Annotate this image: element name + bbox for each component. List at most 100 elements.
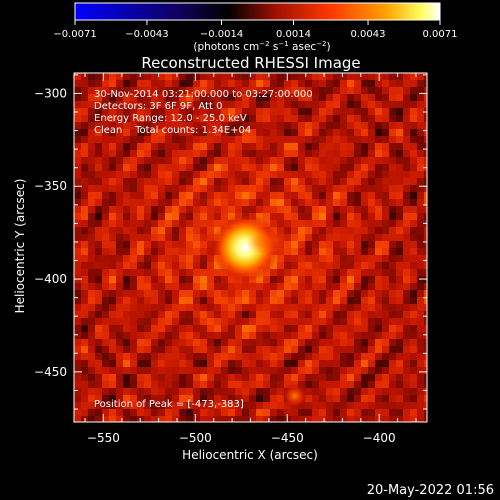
heatmap-cell <box>368 367 375 374</box>
heatmap-cell <box>389 199 396 206</box>
heatmap-cell <box>263 206 270 213</box>
heatmap-cell <box>109 332 116 339</box>
heatmap-cell <box>340 381 347 388</box>
heatmap-cell <box>340 416 347 422</box>
heatmap-cell <box>242 94 249 101</box>
heatmap-cell <box>109 171 116 178</box>
heatmap-cell <box>312 311 319 318</box>
heatmap-cell <box>389 171 396 178</box>
heatmap-cell <box>102 276 109 283</box>
heatmap-cell <box>382 122 389 129</box>
heatmap-cell <box>389 409 396 416</box>
heatmap-cell <box>123 122 130 129</box>
heatmap-cell <box>123 269 130 276</box>
heatmap-cell <box>354 150 361 157</box>
heatmap-cell <box>200 227 207 234</box>
heatmap-cell <box>291 115 298 122</box>
heatmap-cell <box>368 388 375 395</box>
heatmap-cell <box>361 108 368 115</box>
heatmap-cell <box>186 276 193 283</box>
heatmap-cell <box>151 73 158 80</box>
heatmap-cell <box>200 409 207 416</box>
heatmap-cell <box>396 346 403 353</box>
heatmap-cell <box>158 227 165 234</box>
heatmap-cell <box>172 374 179 381</box>
heatmap-cell <box>88 122 95 129</box>
heatmap-cell <box>361 339 368 346</box>
heatmap-cell <box>382 290 389 297</box>
chart-title: Reconstructed RHESSI Image <box>141 54 360 72</box>
heatmap-cell <box>130 248 137 255</box>
heatmap-cell <box>382 269 389 276</box>
heatmap-cell <box>88 388 95 395</box>
heatmap-cell <box>221 108 228 115</box>
heatmap-cell <box>389 388 396 395</box>
heatmap-cell <box>130 178 137 185</box>
heatmap-cell <box>305 332 312 339</box>
heatmap-cell <box>368 241 375 248</box>
heatmap-cell <box>326 311 333 318</box>
heatmap-cell <box>319 367 326 374</box>
heatmap-cell <box>256 108 263 115</box>
heatmap-cell <box>179 80 186 87</box>
heatmap-cell <box>389 150 396 157</box>
heatmap-cell <box>179 402 186 409</box>
heatmap-cell <box>228 311 235 318</box>
heatmap-cell <box>333 276 340 283</box>
heatmap-cell <box>249 339 256 346</box>
heatmap-cell <box>102 290 109 297</box>
heatmap-cell <box>284 409 291 416</box>
heatmap-cell <box>151 339 158 346</box>
heatmap-cell <box>123 164 130 171</box>
heatmap-cell <box>319 402 326 409</box>
heatmap-cell <box>130 157 137 164</box>
heatmap-cell <box>291 374 298 381</box>
heatmap-cell <box>354 171 361 178</box>
heatmap-cell <box>277 325 284 332</box>
heatmap-cell <box>284 129 291 136</box>
heatmap-cell <box>424 213 427 220</box>
heatmap-cell <box>214 290 221 297</box>
heatmap-cell <box>137 269 144 276</box>
heatmap-cell <box>270 129 277 136</box>
heatmap-cell <box>368 220 375 227</box>
heatmap-cell <box>193 381 200 388</box>
heatmap-cell <box>130 402 137 409</box>
heatmap-cell <box>256 374 263 381</box>
heatmap-cell <box>347 360 354 367</box>
heatmap-cell <box>186 290 193 297</box>
heatmap-cell <box>389 325 396 332</box>
heatmap-cell <box>284 101 291 108</box>
annotation-clean-counts: Clean Total counts: 1.34E+04 <box>94 125 251 136</box>
heatmap-cell <box>305 171 312 178</box>
heatmap-cell <box>95 213 102 220</box>
heatmap-cell <box>361 241 368 248</box>
heatmap-cell <box>158 353 165 360</box>
heatmap-cell <box>417 395 424 402</box>
heatmap-cell <box>242 388 249 395</box>
heatmap-cell <box>354 339 361 346</box>
heatmap-cell <box>410 94 417 101</box>
heatmap-cell <box>235 325 242 332</box>
heatmap-cell <box>396 311 403 318</box>
heatmap-cell <box>340 297 347 304</box>
heatmap-cell <box>200 360 207 367</box>
heatmap-cell <box>165 150 172 157</box>
heatmap-cell <box>116 241 123 248</box>
y-tick-label: −350 <box>34 179 67 193</box>
heatmap-cell <box>326 367 333 374</box>
heatmap-cell <box>326 150 333 157</box>
heatmap-cell <box>95 367 102 374</box>
heatmap-cell <box>200 213 207 220</box>
heatmap-cell <box>368 339 375 346</box>
heatmap-cell <box>389 157 396 164</box>
heatmap-cell <box>116 108 123 115</box>
heatmap-cell <box>403 234 410 241</box>
heatmap-cell <box>389 339 396 346</box>
heatmap-cell <box>284 108 291 115</box>
heatmap-cell <box>214 129 221 136</box>
heatmap-cell <box>116 178 123 185</box>
heatmap-cell <box>207 248 214 255</box>
heatmap-cell <box>396 178 403 185</box>
heatmap-cell <box>172 262 179 269</box>
